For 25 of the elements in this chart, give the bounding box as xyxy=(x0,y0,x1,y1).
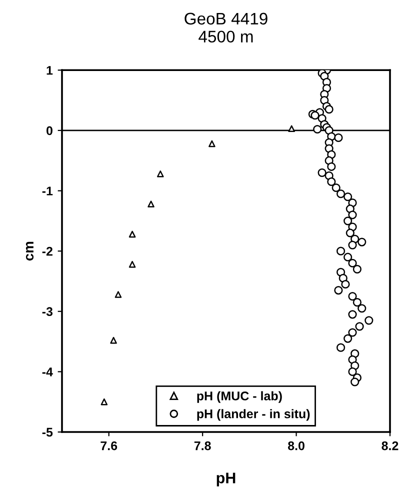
y-tick-label: -1 xyxy=(42,186,53,196)
y-tick-label: -5 xyxy=(42,428,53,437)
y-tick-label: -3 xyxy=(42,307,53,316)
point xyxy=(128,230,136,238)
legend-label: pH (lander - in situ) xyxy=(197,409,310,421)
point xyxy=(128,260,136,268)
point xyxy=(208,140,216,148)
point xyxy=(100,398,108,406)
x-axis-title: pH xyxy=(216,472,236,486)
point xyxy=(148,200,154,208)
y-tick-label: -2 xyxy=(42,246,52,256)
y-axis-title: cm xyxy=(26,242,34,261)
x-tick-label: 8.0 xyxy=(288,441,304,450)
point xyxy=(114,291,122,298)
x-tick-label: 8.2 xyxy=(382,441,398,450)
point xyxy=(288,125,296,132)
y-tick-label: -4 xyxy=(42,368,53,376)
x-tick-label: 7.8 xyxy=(194,441,211,450)
point xyxy=(156,170,164,178)
point xyxy=(110,336,117,344)
legend-label: pH (MUC - lab) xyxy=(197,391,282,403)
y-tick-label: 1 xyxy=(46,66,53,75)
chart-title: GeoB 4419 4500 m xyxy=(184,12,268,43)
x-tick-label: 7.6 xyxy=(100,441,118,450)
y-tick-label: 0 xyxy=(46,126,52,136)
